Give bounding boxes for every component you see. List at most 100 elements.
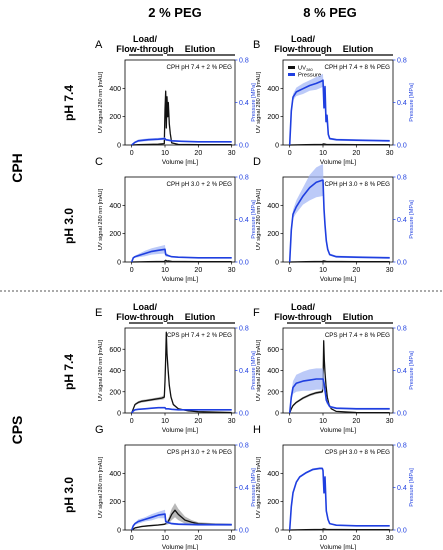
y2-tick-label: 0.8 (397, 326, 407, 333)
plot-frame (282, 176, 394, 263)
x-tick-label: 0 (130, 150, 134, 157)
legend-uv-main: UV (298, 66, 306, 72)
x-tick-label: 0 (288, 267, 292, 274)
panel-letter: D (253, 156, 261, 168)
uv-series-line (131, 509, 232, 531)
x-tick-label: 30 (386, 418, 394, 425)
column-header-2peg: 2 % PEG (148, 5, 201, 20)
flowthrough-phase-label: Flow-through (116, 44, 173, 54)
flowthrough-phase-label: Flow-through (274, 312, 331, 322)
x-tick-label: 10 (319, 535, 327, 542)
panel-letter: A (95, 39, 103, 51)
elution-phase-label: Elution (343, 312, 374, 322)
panel-letter: H (253, 424, 261, 436)
x-tick-label: 10 (161, 267, 169, 274)
x-tick-label: 20 (194, 535, 202, 542)
y-tick-label: 200 (267, 114, 279, 121)
pressure-series-line (288, 378, 390, 414)
y2-tick-label: 0.8 (239, 58, 249, 65)
y2-tick-label: 0.0 (239, 411, 249, 418)
x-tick-label: 20 (352, 418, 360, 425)
y-tick-label: 400 (109, 471, 121, 478)
uv-series-line (131, 259, 232, 263)
y2-tick-label: 0.0 (397, 528, 407, 535)
x-axis-label: Volume [mL] (162, 276, 198, 283)
y-tick-label: 0 (117, 260, 121, 267)
panel-title: CPS pH 3.0 + 8 % PEG (325, 449, 390, 456)
legend-pressure-swatch (288, 73, 295, 76)
y2-tick-label: 0.4 (397, 485, 407, 492)
y-tick-label: 400 (109, 203, 121, 210)
load-phase-label: Load/ (133, 302, 157, 312)
x-tick-label: 20 (194, 150, 202, 157)
x-tick-label: 10 (319, 267, 327, 274)
ph-label-cph-30: pH 3.0 (62, 208, 76, 244)
y-tick-label: 200 (267, 499, 279, 506)
y2-tick-label: 0.0 (397, 143, 407, 150)
panel-d: D CPH pH 3.0 + 8 % PEG 0 10 20 30 Volume [mL] 0… (253, 156, 415, 283)
panel-letter: C (95, 156, 103, 168)
legend-pressure-label: Pressure (298, 73, 321, 79)
x-tick-label: 30 (386, 267, 394, 274)
y-tick-label: 400 (267, 471, 279, 478)
y-tick-label: 0 (275, 260, 279, 267)
panel-title: CPH pH 3.0 + 8 % PEG (324, 181, 390, 188)
y-tick-label: 600 (109, 347, 121, 354)
y-tick-label: 400 (109, 368, 121, 375)
panel-letter: E (95, 307, 102, 319)
panel-h: H CPS pH 3.0 + 8 % PEG 0 10 20 30 Volume [mL] 0… (253, 424, 415, 550)
y-tick-label: 400 (267, 203, 279, 210)
pressure-error-band (289, 467, 390, 530)
x-tick-label: 30 (228, 535, 236, 542)
x-axis-label: Volume [mL] (320, 427, 356, 434)
elution-phase-label: Elution (343, 44, 374, 54)
x-tick-label: 20 (194, 267, 202, 274)
y2-tick-label: 0.0 (397, 260, 407, 267)
y-tick-label: 0 (117, 143, 121, 150)
y2-tick-label: 0.8 (239, 175, 249, 182)
y2-tick-label: 0.0 (239, 143, 249, 150)
y-tick-label: 200 (267, 231, 279, 238)
y-tick-label: 200 (267, 389, 279, 396)
uv-error-band (131, 88, 232, 145)
pressure-series-line (131, 406, 232, 414)
y-tick-label: 600 (267, 347, 279, 354)
uv-series-line (289, 528, 390, 531)
flowthrough-phase-label: Flow-through (116, 312, 173, 322)
x-tick-label: 0 (288, 535, 292, 542)
y2-tick-label: 0.8 (397, 443, 407, 450)
pressure-series-line (131, 137, 232, 146)
panel-a: A Load/Flow-through Elution CPH pH 7.4 + 2 … (95, 34, 257, 166)
load-phase-label: Load/ (291, 34, 315, 44)
panel-letter: G (95, 424, 104, 436)
y2-tick-label: 0.0 (239, 260, 249, 267)
panels: A Load/Flow-through Elution CPH pH 7.4 + 2 … (95, 34, 415, 550)
x-tick-label: 10 (161, 535, 169, 542)
y-tick-label: 400 (267, 368, 279, 375)
x-tick-label: 10 (161, 418, 169, 425)
y2-axis-label: Pressure [MPa] (409, 468, 415, 507)
x-axis-label: Volume [mL] (162, 159, 198, 166)
y-tick-label: 400 (267, 86, 279, 93)
x-tick-label: 30 (228, 267, 236, 274)
y-axis-label: UV signal 280 nm [mAU] (98, 339, 104, 401)
x-tick-label: 30 (228, 418, 236, 425)
y2-tick-label: 0.4 (239, 100, 249, 107)
panel-letter: F (253, 307, 260, 319)
y-axis-label: UV signal 280 nm [mAU] (256, 188, 262, 250)
x-tick-label: 10 (161, 150, 169, 157)
y-tick-label: 200 (109, 499, 121, 506)
y2-tick-label: 0.4 (397, 368, 407, 375)
x-tick-label: 20 (352, 535, 360, 542)
panel-title: CPS pH 7.4 + 8 % PEG (325, 332, 390, 339)
load-phase-label: Load/ (291, 302, 315, 312)
plot-frame (124, 176, 236, 263)
x-axis-label: Volume [mL] (320, 276, 356, 283)
x-tick-label: 0 (130, 418, 134, 425)
y-axis-label: UV signal 280 nm [mAU] (256, 71, 262, 133)
x-tick-label: 30 (228, 150, 236, 157)
panel-f: F Load/Flow-through Elution CPS pH 7.4 + 8 … (253, 302, 415, 434)
column-header-8peg: 8 % PEG (303, 5, 356, 20)
pressure-series-line (288, 467, 390, 531)
